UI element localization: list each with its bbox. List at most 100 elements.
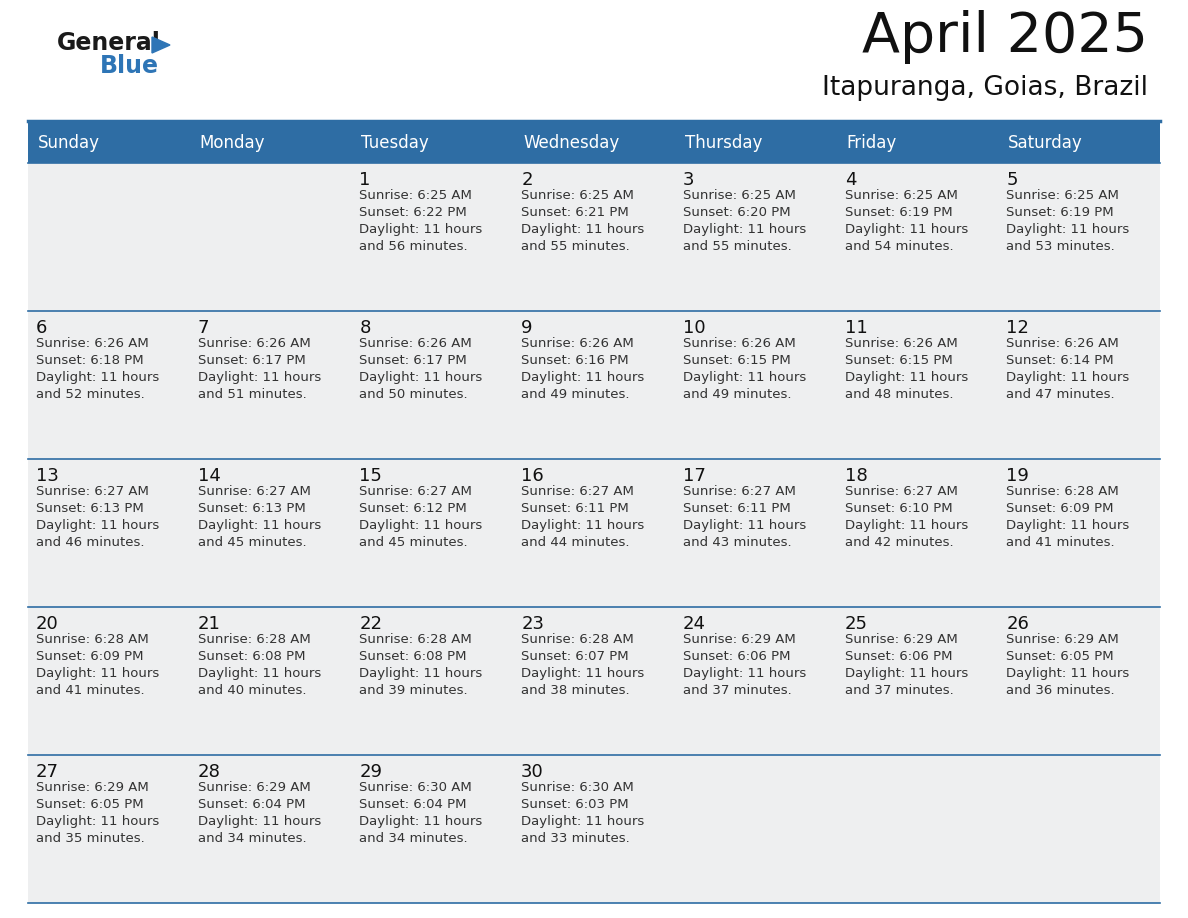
Text: and 38 minutes.: and 38 minutes. (522, 684, 630, 697)
Text: and 45 minutes.: and 45 minutes. (197, 536, 307, 549)
Text: 27: 27 (36, 763, 59, 781)
Text: Wednesday: Wednesday (523, 134, 619, 152)
Text: Daylight: 11 hours: Daylight: 11 hours (845, 371, 968, 384)
Text: Sunset: 6:11 PM: Sunset: 6:11 PM (522, 502, 628, 515)
Text: 23: 23 (522, 615, 544, 633)
Text: and 46 minutes.: and 46 minutes. (36, 536, 145, 549)
Bar (29, 459, 1159, 607)
Text: Sunset: 6:15 PM: Sunset: 6:15 PM (845, 354, 953, 367)
Bar (29, 607, 1159, 755)
Text: 8: 8 (360, 319, 371, 337)
Text: Sunrise: 6:25 AM: Sunrise: 6:25 AM (845, 189, 958, 202)
Text: Sunset: 6:15 PM: Sunset: 6:15 PM (683, 354, 790, 367)
Text: Sunset: 6:07 PM: Sunset: 6:07 PM (522, 650, 628, 663)
Text: Daylight: 11 hours: Daylight: 11 hours (522, 371, 644, 384)
Text: 13: 13 (36, 467, 59, 485)
Text: Sunday: Sunday (38, 134, 100, 152)
Text: Sunset: 6:08 PM: Sunset: 6:08 PM (360, 650, 467, 663)
Text: and 41 minutes.: and 41 minutes. (36, 684, 145, 697)
Text: Itapuranga, Goias, Brazil: Itapuranga, Goias, Brazil (822, 75, 1148, 101)
Text: Sunset: 6:09 PM: Sunset: 6:09 PM (36, 650, 144, 663)
Text: Daylight: 11 hours: Daylight: 11 hours (522, 667, 644, 680)
Text: Sunset: 6:17 PM: Sunset: 6:17 PM (197, 354, 305, 367)
Text: Sunset: 6:17 PM: Sunset: 6:17 PM (360, 354, 467, 367)
Text: Sunrise: 6:29 AM: Sunrise: 6:29 AM (1006, 633, 1119, 646)
Text: April 2025: April 2025 (862, 10, 1148, 64)
Text: Sunrise: 6:25 AM: Sunrise: 6:25 AM (360, 189, 473, 202)
Text: Sunrise: 6:28 AM: Sunrise: 6:28 AM (1006, 485, 1119, 498)
Text: Sunset: 6:21 PM: Sunset: 6:21 PM (522, 206, 628, 219)
Text: Daylight: 11 hours: Daylight: 11 hours (360, 815, 482, 828)
Text: 29: 29 (360, 763, 383, 781)
Text: Daylight: 11 hours: Daylight: 11 hours (197, 815, 321, 828)
Text: and 53 minutes.: and 53 minutes. (1006, 240, 1116, 253)
Text: 10: 10 (683, 319, 706, 337)
Text: 14: 14 (197, 467, 221, 485)
Text: Daylight: 11 hours: Daylight: 11 hours (360, 371, 482, 384)
Text: Sunrise: 6:26 AM: Sunrise: 6:26 AM (522, 337, 634, 350)
Text: Sunrise: 6:30 AM: Sunrise: 6:30 AM (522, 781, 634, 794)
Text: Sunrise: 6:27 AM: Sunrise: 6:27 AM (36, 485, 148, 498)
Text: Daylight: 11 hours: Daylight: 11 hours (683, 519, 807, 532)
Bar (29, 311, 1159, 459)
Text: Sunrise: 6:26 AM: Sunrise: 6:26 AM (197, 337, 310, 350)
Text: Daylight: 11 hours: Daylight: 11 hours (1006, 667, 1130, 680)
Text: 7: 7 (197, 319, 209, 337)
Text: and 47 minutes.: and 47 minutes. (1006, 388, 1114, 401)
Text: and 54 minutes.: and 54 minutes. (845, 240, 953, 253)
Text: 5: 5 (1006, 171, 1018, 189)
Text: and 39 minutes.: and 39 minutes. (360, 684, 468, 697)
Text: 4: 4 (845, 171, 857, 189)
Text: Sunrise: 6:29 AM: Sunrise: 6:29 AM (36, 781, 148, 794)
Text: Daylight: 11 hours: Daylight: 11 hours (360, 223, 482, 236)
Text: 18: 18 (845, 467, 867, 485)
Text: Daylight: 11 hours: Daylight: 11 hours (197, 371, 321, 384)
Text: Friday: Friday (847, 134, 897, 152)
Text: 25: 25 (845, 615, 867, 633)
Text: 22: 22 (360, 615, 383, 633)
Text: 3: 3 (683, 171, 694, 189)
Text: Sunrise: 6:29 AM: Sunrise: 6:29 AM (197, 781, 310, 794)
Text: 17: 17 (683, 467, 706, 485)
Text: Sunrise: 6:29 AM: Sunrise: 6:29 AM (683, 633, 796, 646)
Text: Sunrise: 6:27 AM: Sunrise: 6:27 AM (522, 485, 634, 498)
Text: and 51 minutes.: and 51 minutes. (197, 388, 307, 401)
Text: and 34 minutes.: and 34 minutes. (360, 832, 468, 845)
Text: 15: 15 (360, 467, 383, 485)
Text: 12: 12 (1006, 319, 1029, 337)
Text: and 44 minutes.: and 44 minutes. (522, 536, 630, 549)
Text: Daylight: 11 hours: Daylight: 11 hours (845, 667, 968, 680)
Text: and 56 minutes.: and 56 minutes. (360, 240, 468, 253)
Text: Sunset: 6:05 PM: Sunset: 6:05 PM (1006, 650, 1114, 663)
Text: Sunset: 6:04 PM: Sunset: 6:04 PM (360, 798, 467, 811)
Text: Sunset: 6:10 PM: Sunset: 6:10 PM (845, 502, 953, 515)
Text: Daylight: 11 hours: Daylight: 11 hours (360, 519, 482, 532)
Text: Sunset: 6:16 PM: Sunset: 6:16 PM (522, 354, 628, 367)
Text: Daylight: 11 hours: Daylight: 11 hours (845, 223, 968, 236)
Text: and 33 minutes.: and 33 minutes. (522, 832, 630, 845)
Bar (29, 755, 1159, 903)
Text: 19: 19 (1006, 467, 1029, 485)
Text: Sunset: 6:19 PM: Sunset: 6:19 PM (845, 206, 953, 219)
Text: Sunset: 6:05 PM: Sunset: 6:05 PM (36, 798, 144, 811)
Text: Thursday: Thursday (684, 134, 763, 152)
Text: Daylight: 11 hours: Daylight: 11 hours (522, 519, 644, 532)
Text: Sunset: 6:14 PM: Sunset: 6:14 PM (1006, 354, 1114, 367)
Text: Sunrise: 6:27 AM: Sunrise: 6:27 AM (683, 485, 796, 498)
Text: and 45 minutes.: and 45 minutes. (360, 536, 468, 549)
Text: and 55 minutes.: and 55 minutes. (683, 240, 791, 253)
Text: and 49 minutes.: and 49 minutes. (522, 388, 630, 401)
Text: Sunrise: 6:26 AM: Sunrise: 6:26 AM (1006, 337, 1119, 350)
Text: Monday: Monday (200, 134, 265, 152)
Text: Sunrise: 6:27 AM: Sunrise: 6:27 AM (360, 485, 473, 498)
Text: Tuesday: Tuesday (361, 134, 429, 152)
Text: Sunrise: 6:28 AM: Sunrise: 6:28 AM (522, 633, 634, 646)
Text: 30: 30 (522, 763, 544, 781)
Text: Daylight: 11 hours: Daylight: 11 hours (360, 667, 482, 680)
Text: Daylight: 11 hours: Daylight: 11 hours (683, 667, 807, 680)
Text: Daylight: 11 hours: Daylight: 11 hours (683, 223, 807, 236)
Text: 16: 16 (522, 467, 544, 485)
Text: Sunset: 6:09 PM: Sunset: 6:09 PM (1006, 502, 1114, 515)
Text: Sunrise: 6:29 AM: Sunrise: 6:29 AM (845, 633, 958, 646)
Text: 21: 21 (197, 615, 221, 633)
